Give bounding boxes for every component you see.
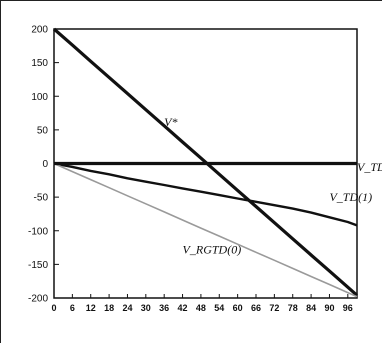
y-tick-label: 150 — [31, 58, 48, 69]
series-lines — [52, 27, 359, 298]
series-annotations: V* V_TD(1) V_RGTD(0) V_TD(0 — [164, 115, 382, 257]
x-tick-label: 36 — [159, 303, 169, 313]
y-tick-label: 100 — [31, 92, 48, 103]
y-tick-label: -50 — [34, 193, 49, 204]
x-tick-label: 42 — [178, 303, 188, 313]
series-annotation: V_TD(0 — [357, 160, 382, 174]
y-axis-ticks: 200 150 100 50 0 -50 -100 -150 -200 — [28, 25, 59, 305]
x-tick-label: 24 — [122, 303, 132, 313]
y-tick-label: -150 — [28, 260, 48, 271]
series-annotation: V* — [164, 115, 177, 129]
y-tick-label: 50 — [37, 125, 49, 136]
x-axis-ticks: 0 6 12 18 24 30 36 42 48 54 60 66 72 78 84 90 96 — [51, 294, 353, 313]
x-tick-label: 84 — [306, 303, 316, 313]
x-tick-label: 66 — [251, 303, 261, 313]
series-line-v-rgtd-0 — [53, 162, 358, 298]
series-line-v-td-1 — [53, 162, 358, 227]
x-tick-label: 72 — [269, 303, 279, 313]
x-tick-label: 96 — [343, 303, 353, 313]
series-annotation: V_RGTD(0) — [183, 243, 242, 257]
x-tick-label: 30 — [141, 303, 151, 313]
y-tick-label: 0 — [42, 159, 48, 170]
x-tick-label: 12 — [86, 303, 96, 313]
y-tick-label: 200 — [31, 25, 48, 36]
x-tick-label: 54 — [214, 303, 224, 313]
x-tick-label: 0 — [51, 303, 56, 313]
series-annotation: V_TD(1) — [329, 190, 372, 204]
y-tick-label: -100 — [28, 226, 48, 237]
x-tick-label: 78 — [288, 303, 298, 313]
x-tick-label: 48 — [196, 303, 206, 313]
x-tick-label: 60 — [233, 303, 243, 313]
x-tick-label: 90 — [324, 303, 334, 313]
y-tick-label: -200 — [28, 294, 48, 305]
x-tick-label: 6 — [70, 303, 75, 313]
series-line-v — [52, 27, 359, 297]
x-tick-label: 18 — [104, 303, 114, 313]
